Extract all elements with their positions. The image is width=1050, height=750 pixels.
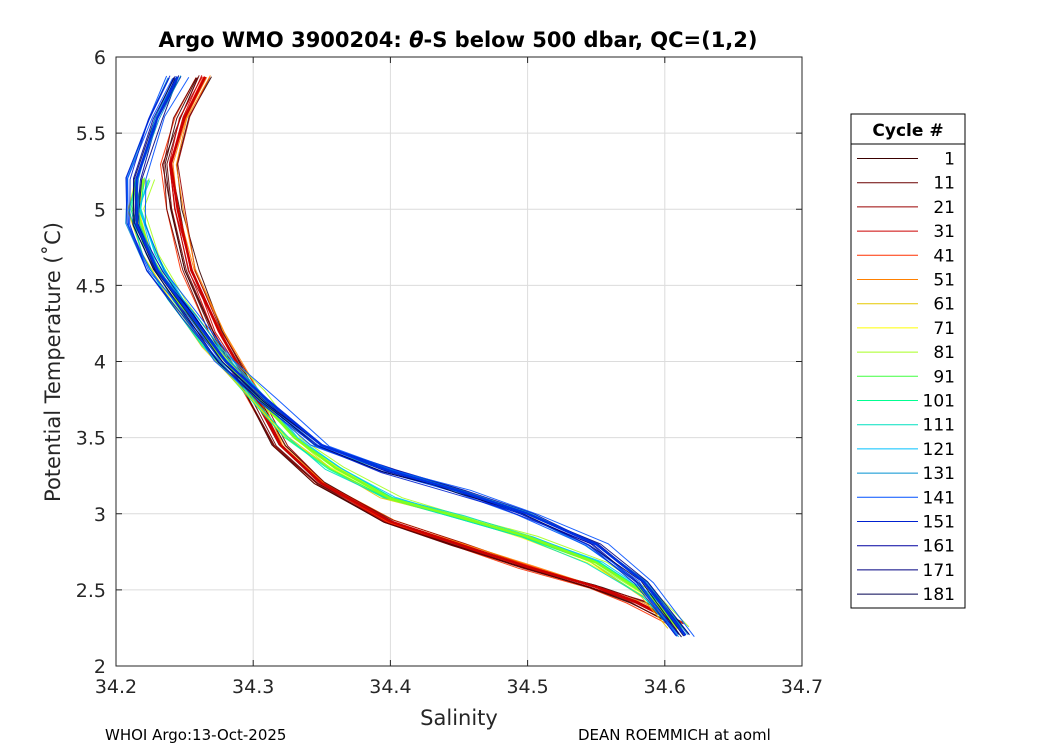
legend-label: 41 bbox=[933, 246, 955, 266]
y-tick-label: 6 bbox=[94, 47, 106, 69]
axis-ticks: 34.2 34.3 34.4 34.5 34.6 34.7 2 2.5 3 3.5 4 4.5 5 5.5… bbox=[76, 47, 823, 698]
legend-label: 1 bbox=[944, 150, 955, 170]
x-tick-label: 34.6 bbox=[644, 676, 686, 698]
legend-label: 131 bbox=[923, 464, 955, 484]
profile-line bbox=[125, 75, 679, 635]
footer-right: DEAN ROEMMICH at aoml bbox=[578, 726, 771, 744]
y-tick-label: 3 bbox=[94, 504, 106, 526]
legend-entries: 1112131415161718191101111121131141151161… bbox=[857, 150, 955, 605]
legend-title: Cycle # bbox=[872, 121, 943, 141]
legend-label: 51 bbox=[933, 271, 955, 291]
profile-line bbox=[129, 75, 677, 637]
footer-left: WHOI Argo:13-Oct-2025 bbox=[105, 726, 286, 744]
profile-line bbox=[164, 77, 672, 624]
legend-label: 31 bbox=[933, 222, 955, 242]
y-tick-label: 2.5 bbox=[76, 580, 106, 602]
y-tick-label: 5.5 bbox=[76, 123, 106, 145]
legend-label: 121 bbox=[923, 440, 955, 460]
legend-label: 181 bbox=[923, 585, 955, 605]
series-3-line bbox=[135, 76, 687, 637]
legend-label: 11 bbox=[933, 174, 955, 194]
series-1-bundle bbox=[159, 75, 684, 626]
curves-layer bbox=[125, 75, 695, 638]
x-tick-label: 34.2 bbox=[95, 676, 137, 698]
y-tick-label: 5 bbox=[94, 199, 106, 221]
profile-line bbox=[143, 179, 690, 628]
series-1-line bbox=[169, 76, 680, 625]
legend-box bbox=[850, 113, 966, 609]
y-tick-label: 3.5 bbox=[76, 428, 106, 450]
chart-title-symbol: θ bbox=[409, 28, 423, 52]
legend: Cycle # 11121314151617181911011111211311… bbox=[850, 113, 966, 609]
y-tick-label: 4 bbox=[94, 352, 106, 374]
x-tick-label: 34.4 bbox=[369, 676, 411, 698]
legend-label: 21 bbox=[933, 198, 955, 218]
x-tick-label: 34.3 bbox=[232, 676, 274, 698]
x-axis-label: Salinity bbox=[420, 706, 498, 730]
legend-label: 151 bbox=[923, 513, 955, 533]
chart-title-suffix: -S below 500 dbar, QC=(1,2) bbox=[424, 28, 758, 52]
legend-label: 71 bbox=[933, 319, 955, 339]
y-tick-label: 4.5 bbox=[76, 275, 106, 297]
legend-label: 91 bbox=[933, 367, 955, 387]
y-tick-label: 2 bbox=[94, 656, 106, 678]
legend-label: 101 bbox=[923, 392, 955, 412]
chart-title: Argo WMO 3900204: θ-S below 500 dbar, QC… bbox=[158, 28, 757, 52]
legend-label: 141 bbox=[923, 488, 955, 508]
profile-line bbox=[163, 77, 669, 623]
x-tick-label: 34.7 bbox=[781, 676, 823, 698]
legend-label: 171 bbox=[923, 561, 955, 581]
series-3-bundle bbox=[125, 75, 695, 638]
legend-label: 161 bbox=[923, 537, 955, 557]
profile-line bbox=[144, 76, 695, 638]
legend-label: 81 bbox=[933, 343, 955, 363]
legend-label: 111 bbox=[923, 416, 955, 436]
profile-line bbox=[139, 180, 683, 628]
y-axis-label: Potential Temperature (˚C) bbox=[41, 222, 65, 502]
chart-title-prefix: Argo WMO 3900204: bbox=[158, 28, 409, 52]
x-tick-label: 34.5 bbox=[506, 676, 548, 698]
legend-label: 61 bbox=[933, 295, 955, 315]
